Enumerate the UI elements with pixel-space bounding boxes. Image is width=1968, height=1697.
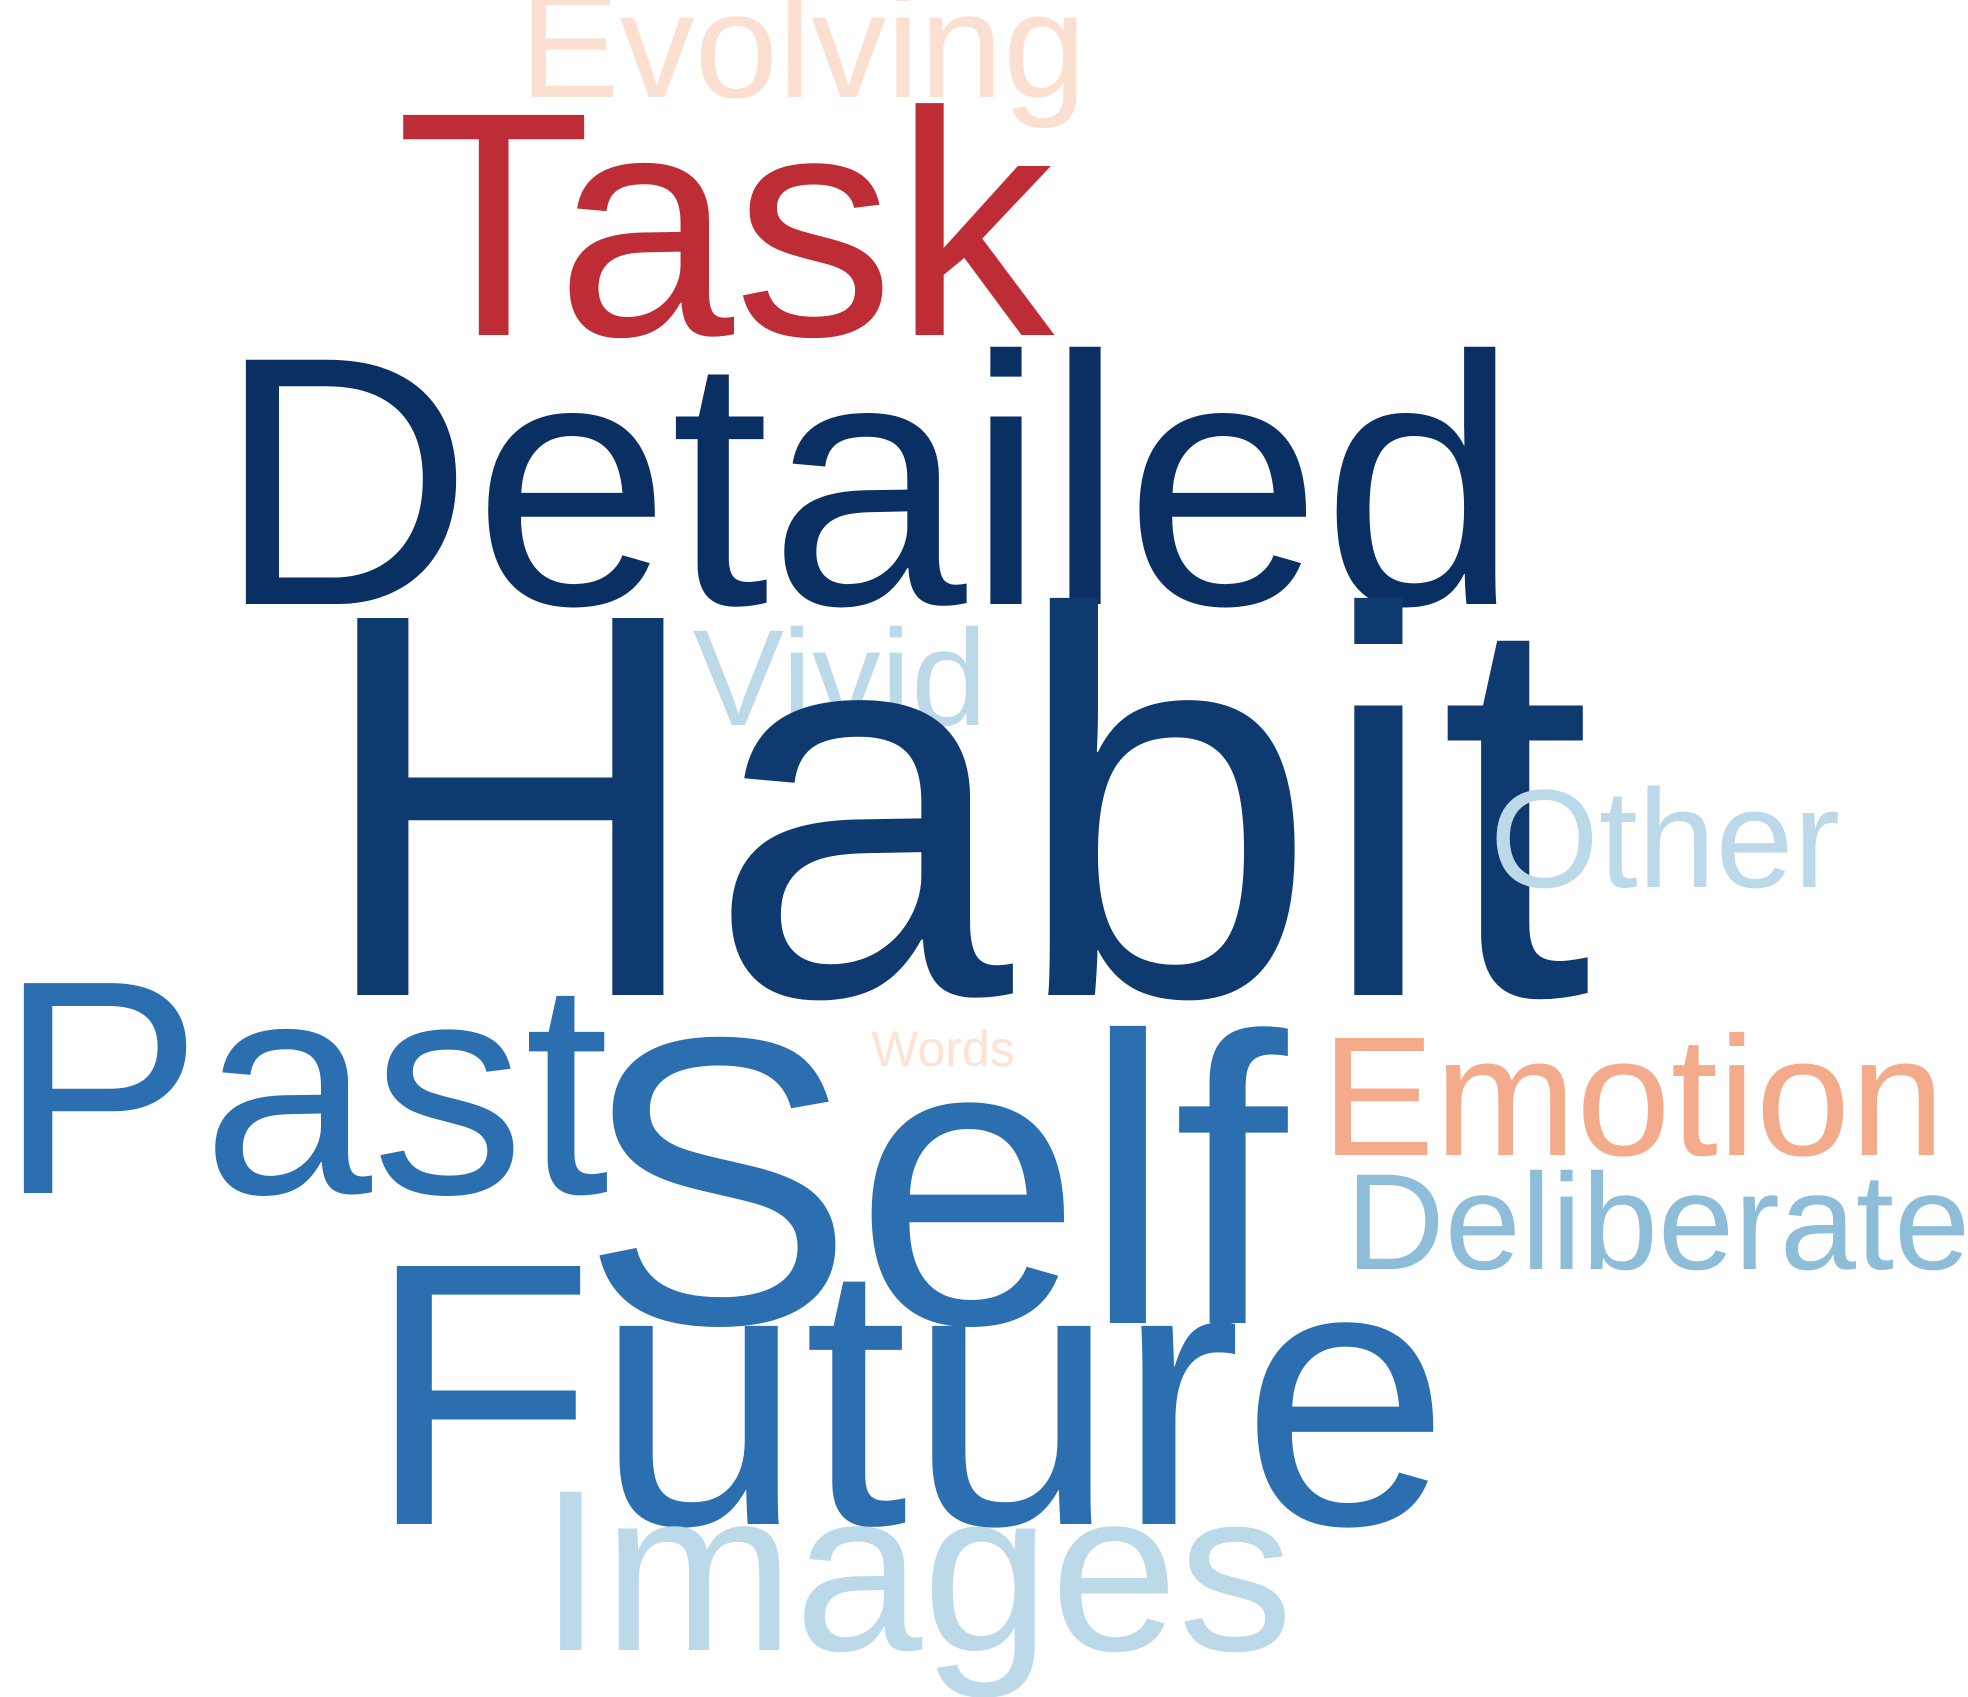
word-other: Other — [1490, 760, 1840, 917]
word-habit: Habit — [312, 500, 1593, 1112]
word-future: Future — [366, 1186, 1450, 1604]
word-words: Words — [871, 1021, 1015, 1077]
word-emotion: Emotion — [1321, 1002, 1945, 1192]
word-detailed: Detailed — [217, 284, 1519, 680]
word-vivid: Vivid — [693, 602, 987, 755]
word-images: Images — [539, 1442, 1293, 1697]
word-evolving: Evolving — [520, 0, 1087, 129]
word-deliberate: Deliberate — [1346, 1146, 1968, 1299]
word-self: Self — [581, 952, 1289, 1410]
word-past: Past — [0, 917, 610, 1258]
word-task: Task — [396, 45, 1059, 403]
